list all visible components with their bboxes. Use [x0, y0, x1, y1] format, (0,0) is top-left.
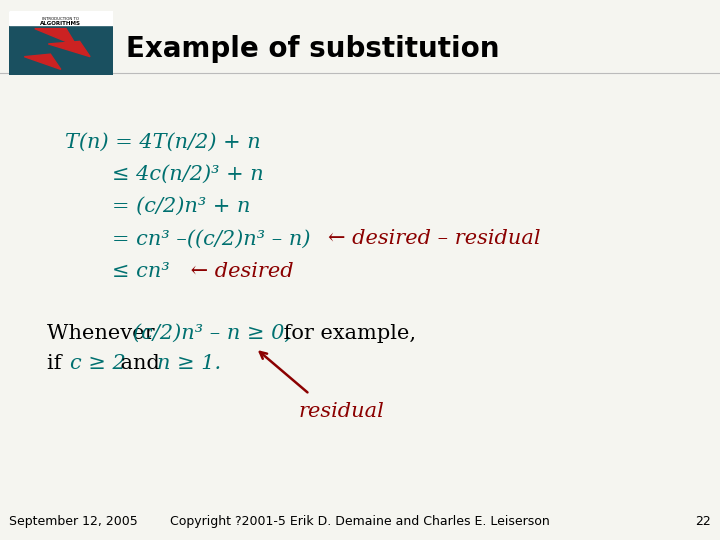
Text: Copyright ?2001-5 Erik D. Demaine and Charles E. Leiserson: Copyright ?2001-5 Erik D. Demaine and Ch… [170, 515, 550, 528]
Bar [9, 11, 113, 25]
Text: and: and [114, 354, 166, 373]
Text: Example of substitution: Example of substitution [126, 35, 500, 63]
Text: if: if [47, 354, 68, 373]
Text: ≤ cn³: ≤ cn³ [112, 262, 169, 281]
Text: INTRODUCTION TO: INTRODUCTION TO [42, 17, 79, 21]
Polygon shape [35, 29, 76, 46]
Text: ≤ 4c(n/2)³ + n: ≤ 4c(n/2)³ + n [112, 165, 264, 184]
Polygon shape [24, 54, 60, 70]
Text: Whenever: Whenever [47, 324, 161, 343]
Text: c ≥ 2: c ≥ 2 [70, 354, 125, 373]
Text: n ≥ 1.: n ≥ 1. [157, 354, 221, 373]
Text: ← desired – residual: ← desired – residual [328, 230, 540, 248]
Text: residual: residual [299, 402, 384, 421]
Polygon shape [48, 42, 90, 57]
Text: 22: 22 [696, 515, 711, 528]
Text: = (c/2)n³ + n: = (c/2)n³ + n [112, 197, 250, 216]
Text: ALGORITHMS: ALGORITHMS [40, 21, 81, 26]
Text: for example,: for example, [277, 324, 416, 343]
Text: ← desired: ← desired [184, 262, 293, 281]
Text: T(n) = 4T(n/2) + n: T(n) = 4T(n/2) + n [65, 132, 261, 151]
Text: = cn³ –((c/2)n³ – n): = cn³ –((c/2)n³ – n) [112, 230, 310, 248]
Text: September 12, 2005: September 12, 2005 [9, 515, 138, 528]
Text: (c/2)n³ – n ≥ 0,: (c/2)n³ – n ≥ 0, [133, 324, 291, 343]
